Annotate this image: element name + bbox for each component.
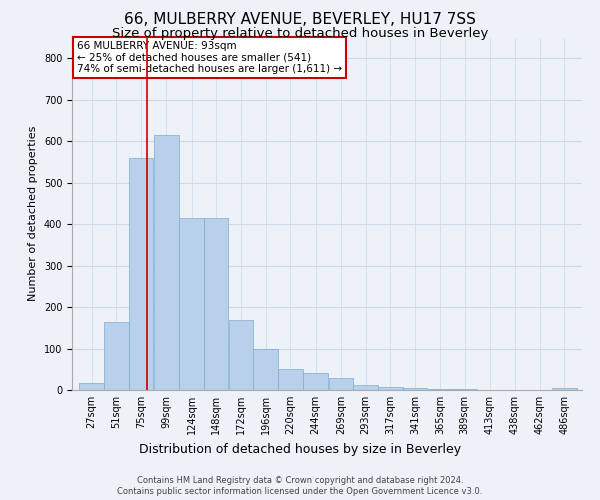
Text: Contains public sector information licensed under the Open Government Licence v3: Contains public sector information licen… [118, 488, 482, 496]
Text: Contains HM Land Registry data © Crown copyright and database right 2024.: Contains HM Land Registry data © Crown c… [137, 476, 463, 485]
Bar [129, 158, 153, 390]
Bar [329, 378, 353, 390]
Bar [353, 384, 378, 390]
Bar [104, 322, 128, 390]
Text: 66, MULBERRY AVENUE, BEVERLEY, HU17 7SS: 66, MULBERRY AVENUE, BEVERLEY, HU17 7SS [124, 12, 476, 28]
Text: Distribution of detached houses by size in Beverley: Distribution of detached houses by size … [139, 442, 461, 456]
Bar [303, 374, 328, 390]
Text: Size of property relative to detached houses in Beverley: Size of property relative to detached ho… [112, 28, 488, 40]
Y-axis label: Number of detached properties: Number of detached properties [28, 126, 38, 302]
Bar [452, 389, 477, 390]
Bar [179, 218, 204, 390]
Bar [154, 135, 179, 390]
Bar [278, 370, 302, 390]
Text: 66 MULBERRY AVENUE: 93sqm
← 25% of detached houses are smaller (541)
74% of semi: 66 MULBERRY AVENUE: 93sqm ← 25% of detac… [77, 41, 342, 74]
Bar [552, 388, 577, 390]
Bar [229, 320, 253, 390]
Bar [403, 388, 427, 390]
Bar [378, 386, 403, 390]
Bar [204, 218, 229, 390]
Bar [428, 389, 452, 390]
Bar [253, 348, 278, 390]
Bar [79, 382, 104, 390]
